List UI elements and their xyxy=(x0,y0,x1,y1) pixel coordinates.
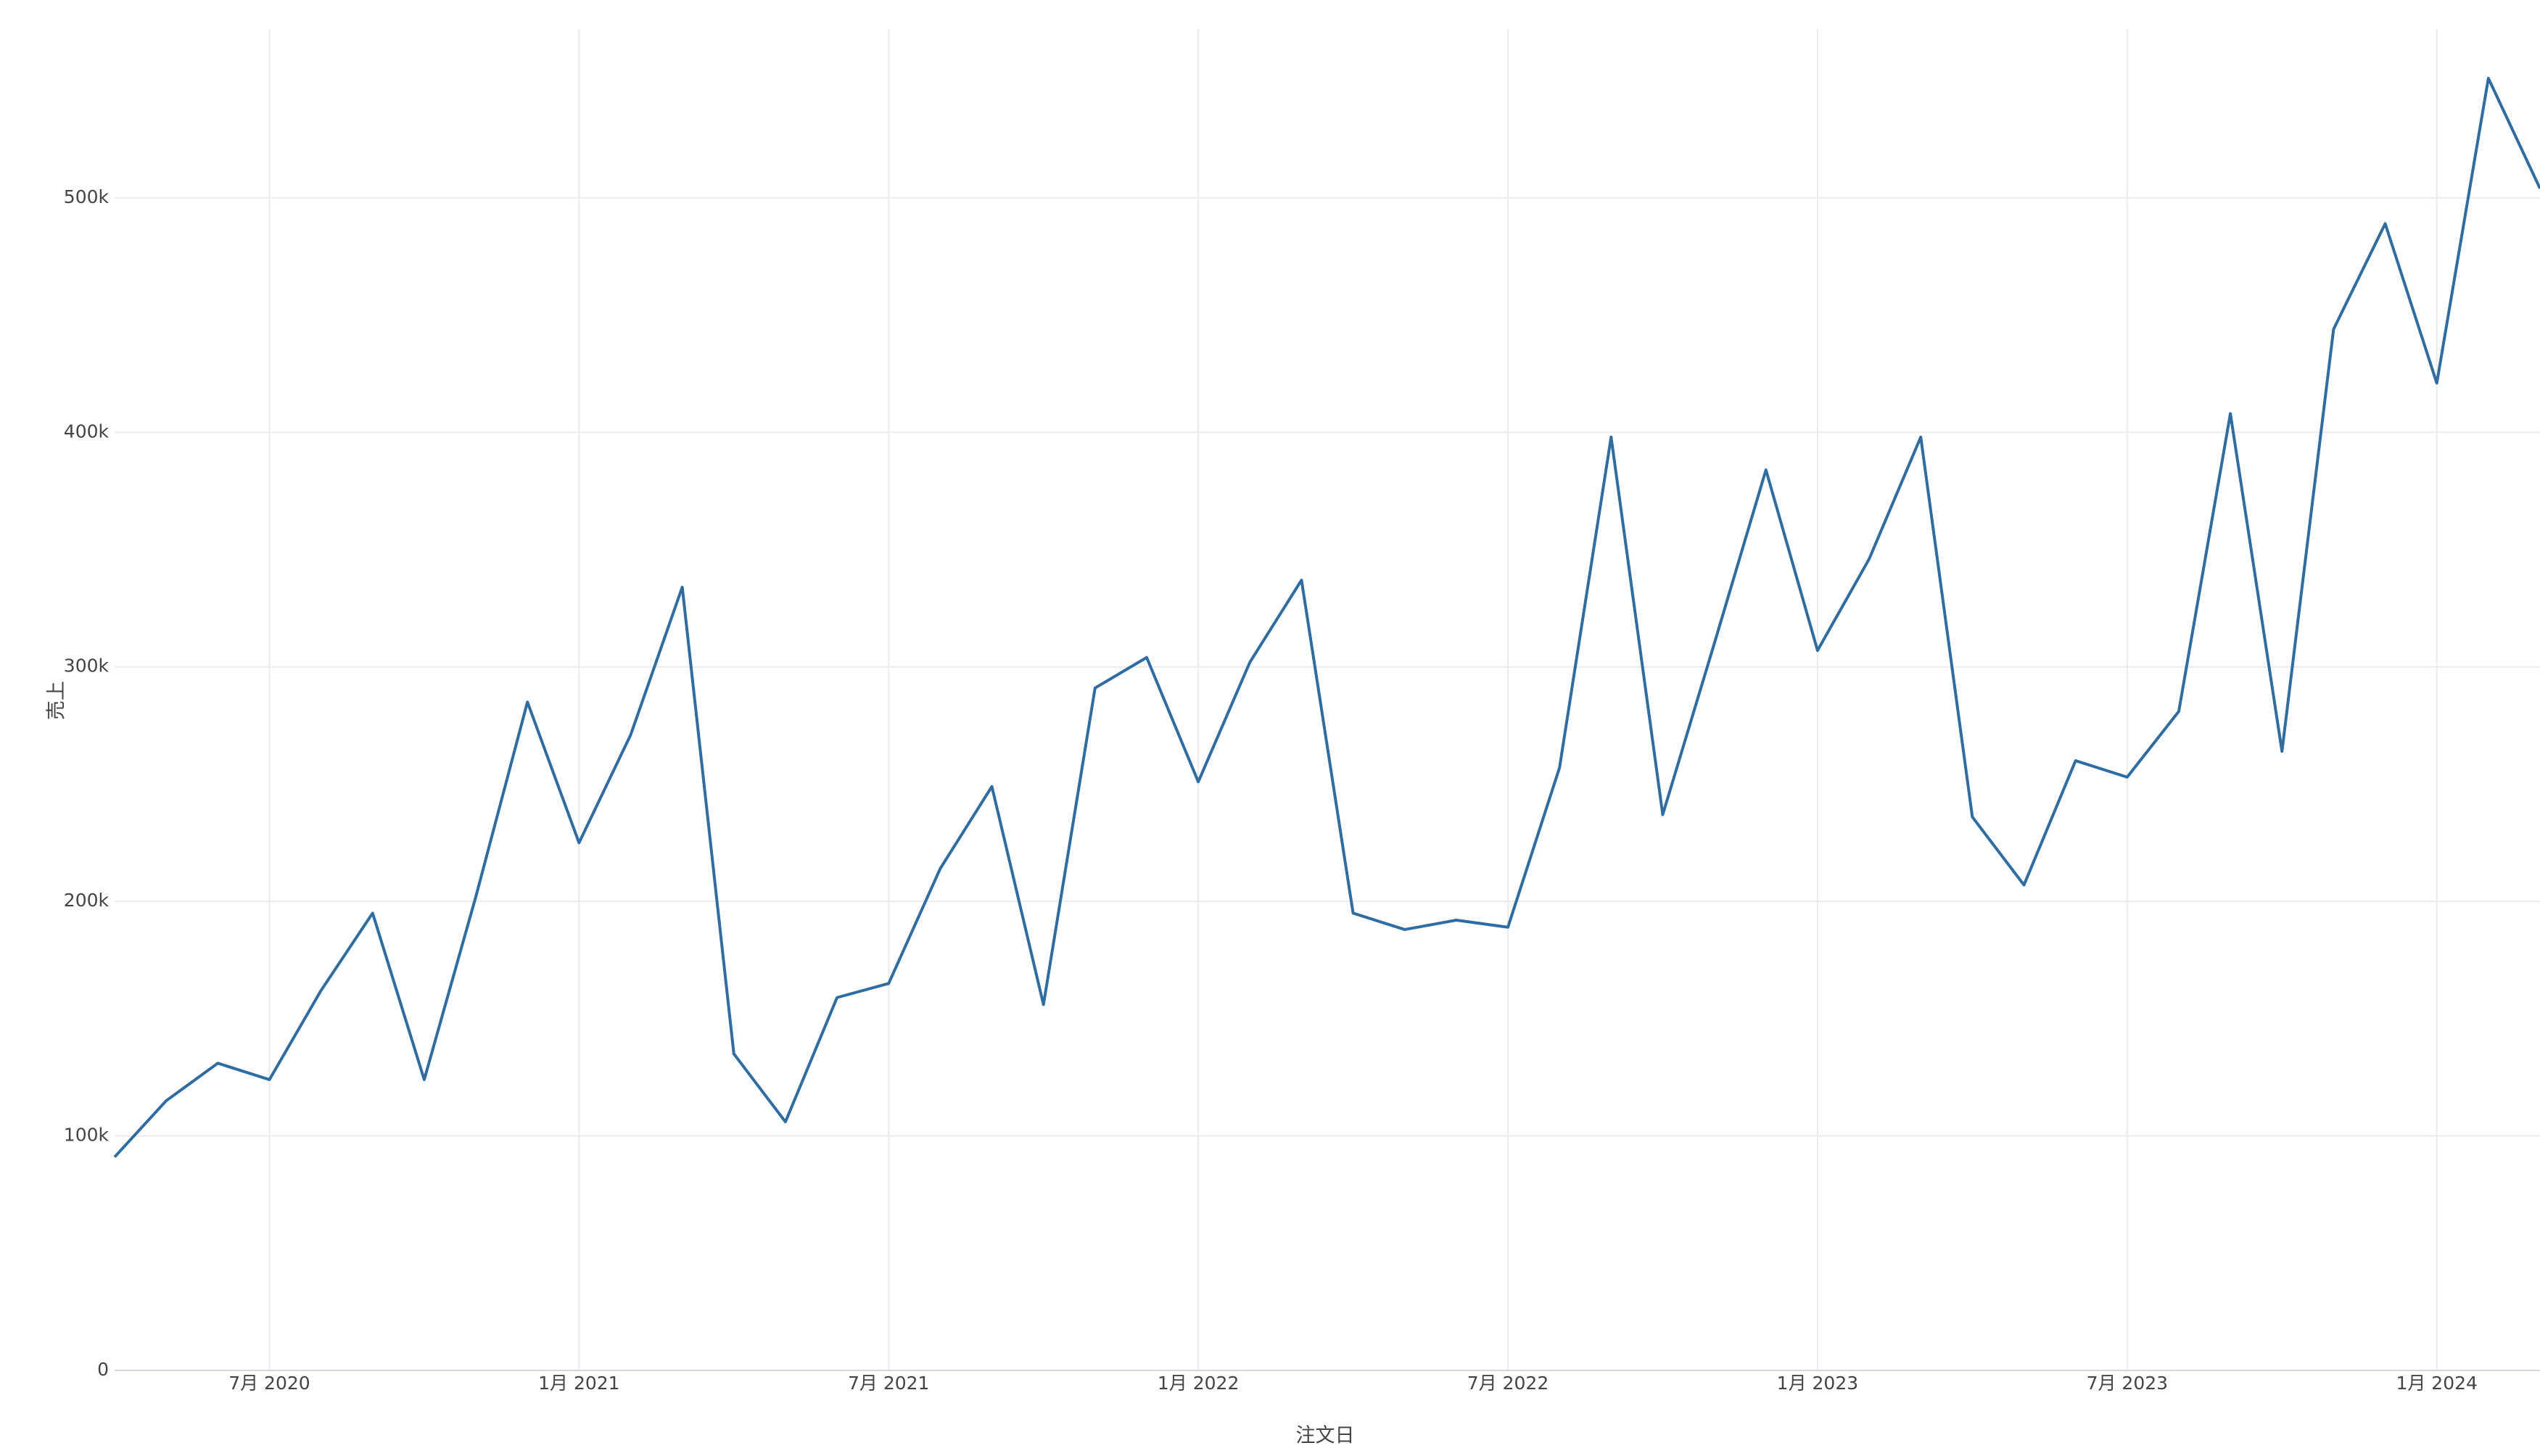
x-tick-label: 1月 2022 xyxy=(1158,1373,1239,1394)
y-axis-title: 売上 xyxy=(46,681,68,720)
y-tick-label: 200k xyxy=(64,890,110,911)
x-axis-title: 注文日 xyxy=(1296,1425,1355,1447)
x-tick-label: 1月 2021 xyxy=(538,1373,619,1394)
x-tick-label: 7月 2020 xyxy=(228,1373,310,1394)
x-tick-label: 7月 2023 xyxy=(2087,1373,2168,1394)
y-tick-label: 0 xyxy=(97,1359,109,1380)
y-tick-label: 500k xyxy=(64,186,110,207)
x-tick-label: 1月 2023 xyxy=(1777,1373,1858,1394)
y-tick-label: 300k xyxy=(64,655,110,677)
data-line xyxy=(113,76,2540,1159)
x-tick-label: 1月 2024 xyxy=(2396,1373,2477,1394)
x-tick-label: 7月 2021 xyxy=(848,1373,929,1394)
y-tick-label: 100k xyxy=(64,1125,110,1146)
y-tick-label: 400k xyxy=(64,421,110,442)
x-tick-label: 7月 2022 xyxy=(1467,1373,1549,1394)
